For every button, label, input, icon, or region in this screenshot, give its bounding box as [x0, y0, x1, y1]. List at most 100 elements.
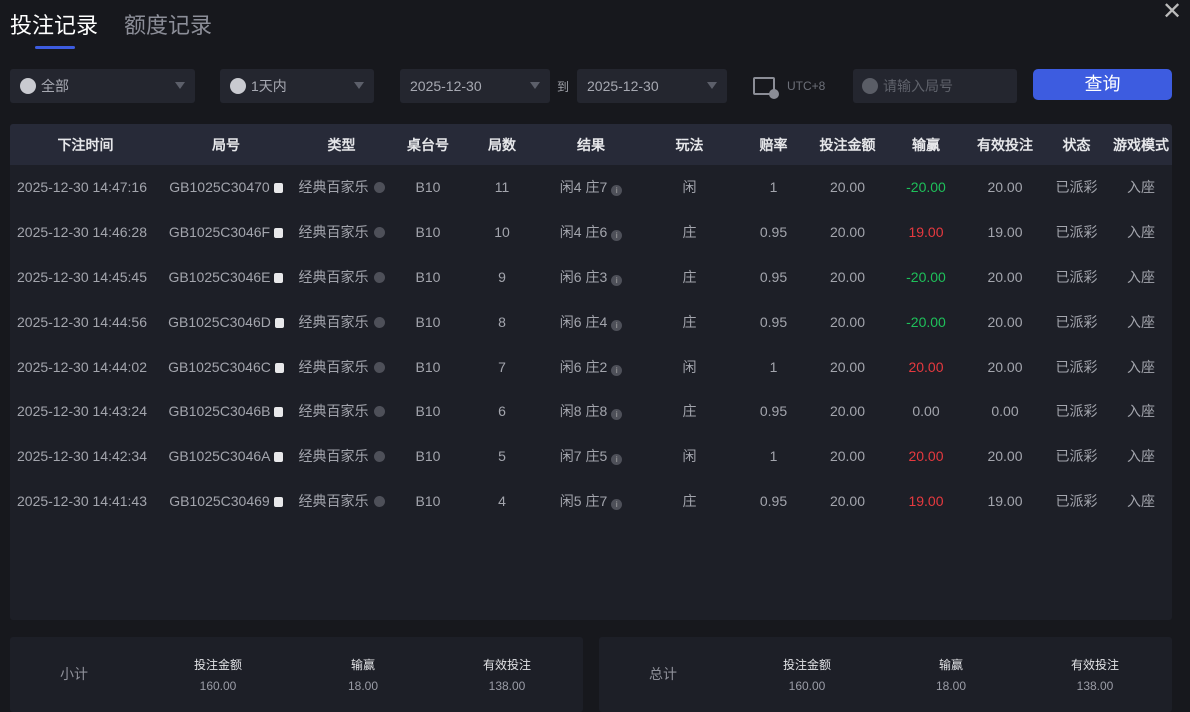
info-icon[interactable]: i — [611, 319, 623, 331]
cell-text: 闲 — [682, 358, 697, 375]
game-info-icon[interactable] — [373, 361, 385, 373]
query-button[interactable]: 查询 — [1033, 69, 1172, 100]
cell-text: 已派彩 — [1055, 268, 1098, 285]
tab-bet-records[interactable]: 投注记录 — [10, 8, 98, 50]
cell-text: 庄 — [682, 224, 697, 241]
cell-text: 20.00 — [987, 179, 1023, 196]
copy-icon[interactable] — [274, 228, 284, 239]
game-info-icon[interactable] — [373, 316, 385, 328]
cell-text: 经典百家乐 — [298, 179, 369, 196]
table-cell: 20.00 — [967, 269, 1043, 285]
date-to-select[interactable]: 2025-12-30 — [577, 69, 727, 103]
timezone-label: UTC+8 — [787, 79, 826, 93]
cell-text: 闲 — [682, 448, 697, 465]
cell-text: 20.00 — [829, 492, 866, 509]
date-from-select[interactable]: 2025-12-30 — [400, 69, 550, 103]
table-cell: 庄 — [642, 491, 737, 511]
game-info-icon[interactable] — [373, 451, 385, 463]
copy-icon[interactable] — [273, 496, 283, 507]
table-cell: 2025-12-30 14:42:34 — [10, 448, 161, 464]
cell-text: 经典百家乐 — [298, 358, 369, 375]
chevron-down-icon — [707, 82, 717, 89]
copy-icon[interactable] — [273, 183, 283, 194]
cell-text: 闲 — [682, 179, 697, 196]
column-header: 结果 — [577, 136, 605, 153]
table-cell: 2025-12-30 14:46:28 — [10, 224, 161, 240]
table-cell: 庄 — [642, 267, 737, 287]
cell-text: B10 — [415, 492, 441, 509]
subtotal-win-label: 输赢 — [350, 658, 375, 672]
info-icon[interactable]: i — [611, 185, 623, 197]
cell-text: 经典百家乐 — [298, 492, 369, 509]
table-row: 2025-12-30 14:45:45 GB1025C3046E 经典百家乐 B10 9… — [10, 255, 1172, 300]
table-cell: 10 — [464, 224, 540, 240]
info-icon[interactable]: i — [611, 364, 623, 376]
table-cell: 庄 — [642, 312, 737, 332]
table-cell: 20.00 — [810, 359, 885, 375]
cell-text: 经典百家乐 — [298, 448, 369, 465]
column-header: 状态 — [1062, 136, 1091, 153]
cell-text: 入座 — [1127, 448, 1155, 465]
cell-text: 20.00 — [987, 358, 1023, 375]
copy-icon[interactable] — [274, 362, 284, 373]
table-cell: 20.00 — [810, 448, 885, 464]
info-icon[interactable]: i — [611, 230, 623, 242]
game-type-select[interactable]: 全部 — [10, 69, 195, 103]
copy-icon[interactable] — [274, 452, 284, 463]
info-icon[interactable]: i — [611, 454, 623, 466]
table-cell: 闲6 庄3 i — [540, 267, 642, 287]
table-row: 2025-12-30 14:47:16 GB1025C30470 经典百家乐 B10 1… — [10, 165, 1172, 210]
time-range-select[interactable]: 1天内 — [220, 69, 374, 103]
cell-text: 19.00 — [987, 492, 1023, 509]
cell-text: GB1025C3046A — [168, 448, 271, 465]
column-header: 有效投注 — [977, 136, 1033, 153]
table-cell: 1 — [737, 448, 810, 464]
game-info-icon[interactable] — [373, 406, 385, 418]
cell-text: 6 — [498, 403, 506, 420]
game-info-icon[interactable] — [373, 182, 385, 194]
table-cell: GB1025C3046F — [161, 224, 291, 240]
total-win: 18.00 — [935, 679, 967, 693]
cell-text: 已派彩 — [1055, 448, 1098, 465]
table-cell: 闲4 庄7 i — [540, 177, 642, 197]
round-input[interactable] — [883, 78, 1013, 94]
cell-text: 20.00 — [987, 268, 1023, 285]
close-icon[interactable]: ✕ — [1161, 0, 1183, 25]
table-cell: 9 — [464, 269, 540, 285]
table-cell: -20.00 — [885, 314, 967, 330]
cell-text: 0.95 — [759, 313, 788, 330]
cell-text: 入座 — [1127, 492, 1155, 509]
table-cell: 6 — [464, 403, 540, 419]
info-icon[interactable]: i — [611, 274, 623, 286]
table-cell: 11 — [464, 179, 540, 195]
bet-records-table: 下注时间 局号 类型 桌台号 局数 结果 玩法 赔率 投注金额 输赢 有效投注 状态 游戏模式 2025… — [10, 124, 1172, 620]
cell-text: 2025-12-30 14:43:24 — [17, 403, 147, 420]
copy-icon[interactable] — [274, 272, 284, 283]
table-cell: B10 — [392, 448, 464, 464]
table-cell: 2025-12-30 14:44:02 — [10, 359, 161, 375]
game-info-icon[interactable] — [373, 227, 385, 239]
column-header: 桌台号 — [407, 136, 449, 153]
game-info-icon[interactable] — [373, 271, 385, 283]
info-icon[interactable]: i — [611, 498, 623, 510]
cell-text: 入座 — [1127, 358, 1155, 375]
tab-credit-records[interactable]: 额度记录 — [124, 13, 213, 38]
table-cell: 20.00 — [810, 314, 885, 330]
copy-icon[interactable] — [274, 317, 284, 328]
cell-text: 19.00 — [987, 224, 1023, 241]
date-from-value: 2025-12-30 — [410, 78, 482, 94]
cell-text: B10 — [415, 179, 441, 196]
cell-text: 入座 — [1127, 268, 1155, 285]
copy-icon[interactable] — [274, 407, 284, 418]
cell-text: 20.00 — [908, 448, 944, 465]
cell-text: 1 — [769, 448, 778, 465]
time-range-value: 1天内 — [251, 78, 287, 94]
table-cell: GB1025C30469 — [161, 493, 291, 509]
table-cell: 已派彩 — [1043, 222, 1110, 242]
timezone[interactable]: UTC+8 — [753, 77, 826, 99]
game-info-icon[interactable] — [373, 495, 385, 507]
info-icon[interactable]: i — [611, 409, 623, 421]
game-type-value: 全部 — [41, 78, 69, 94]
table-cell: 20.00 — [810, 403, 885, 419]
table-cell: 经典百家乐 — [291, 267, 392, 287]
